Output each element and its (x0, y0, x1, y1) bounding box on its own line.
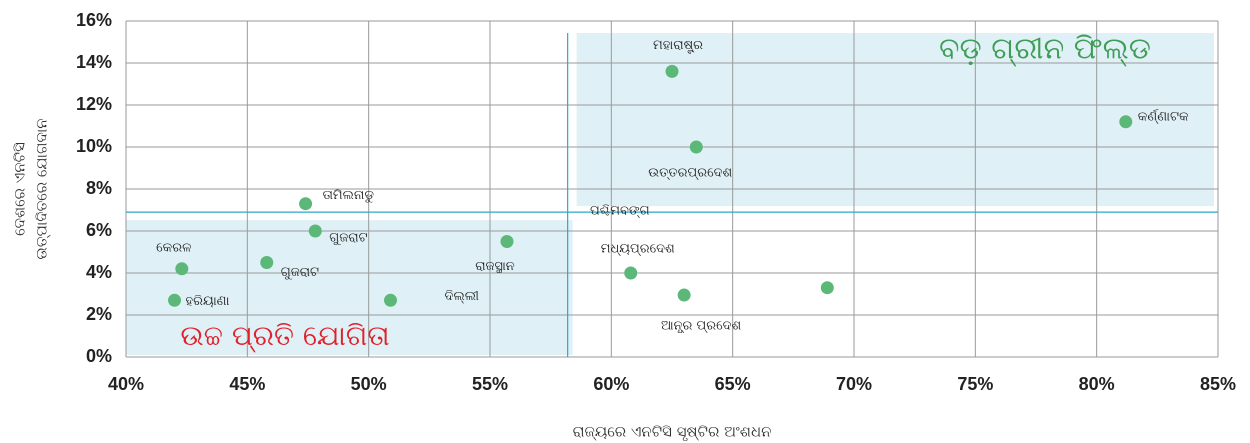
point-label: ଉତ୍ତରପ୍ରଦେଶ (648, 166, 732, 181)
point (677, 288, 691, 302)
point-label: ଗୁଜରାଟ (281, 265, 319, 280)
y-tick-label: 6% (86, 220, 112, 240)
point-label: କେରଳ (156, 240, 191, 255)
point (260, 256, 274, 269)
point (168, 293, 182, 307)
point (299, 197, 313, 211)
x-tick-label: 80% (1079, 374, 1115, 394)
x-axis-title: ରାଜ୍ୟରେ ଏନଟିସି ସୃଷ୍ଟିର ଅଂଶଧନ (573, 423, 772, 442)
x-tick-label: 50% (351, 374, 387, 394)
y-tick-label: 10% (76, 136, 112, 156)
point-label: ଗୁଜରାଟ (329, 231, 367, 246)
y-tick-label: 8% (86, 178, 112, 198)
point (624, 266, 638, 280)
point (175, 262, 189, 276)
x-tick-label: 55% (472, 374, 508, 394)
x-tick-label: 65% (715, 374, 751, 394)
point-label: ମହାରାଷ୍ଟ୍ର (653, 38, 703, 54)
y-tick-label: 16% (76, 10, 112, 30)
y-axis-title: ଉତ୍ପାଦିତରେ ଯୋଗଦାନ (33, 118, 51, 259)
y-tick-label: 14% (76, 52, 112, 72)
quadrant-box (576, 33, 1214, 207)
point (1119, 115, 1133, 129)
x-tick-label: 70% (836, 374, 872, 394)
point (689, 140, 703, 154)
y-axis-title: ଦେଶରେ ଏନଟିସି (11, 142, 29, 236)
point-label: ହରିୟାଣା (186, 294, 230, 309)
y-tick-label: 2% (86, 304, 112, 324)
x-tick-label: 75% (957, 374, 993, 394)
quadrant-box (126, 220, 573, 355)
point-label: ଦିଲ୍ଲୀ (445, 289, 480, 304)
point-label: କର୍ଣ୍ଣାଟକ (1138, 108, 1189, 124)
annotation: ଉଚ୍ଚ ପ୍ରତି ଯୋଗିତା (180, 319, 389, 353)
point (384, 293, 398, 307)
point (820, 281, 834, 295)
x-tick-label: 40% (108, 374, 144, 394)
x-tick-label: 60% (593, 374, 629, 394)
point (308, 224, 322, 238)
annotation: ବଡ଼ ଗ୍ରୀନ ଫିଲ୍ଡ (939, 32, 1151, 67)
point-label: ମଧ୍ୟପ୍ରଦେଶ (601, 242, 675, 257)
point-label: ତାମିଲନାଡୁ (323, 188, 375, 203)
x-tick-label: 45% (229, 374, 265, 394)
point-label: ଆନ୍ଧ୍ର ପ୍ରଦେଶ (661, 319, 742, 335)
point (665, 64, 679, 78)
point-label: ରାଜସ୍ଥାନ (475, 259, 515, 274)
y-tick-label: 0% (86, 346, 112, 366)
y-tick-label: 12% (76, 94, 112, 114)
point (500, 235, 514, 248)
x-tick-label: 85% (1200, 374, 1236, 394)
annotation: ପଶ୍ଚିମବଙ୍ଗ (590, 204, 650, 219)
y-tick-label: 4% (86, 262, 112, 282)
